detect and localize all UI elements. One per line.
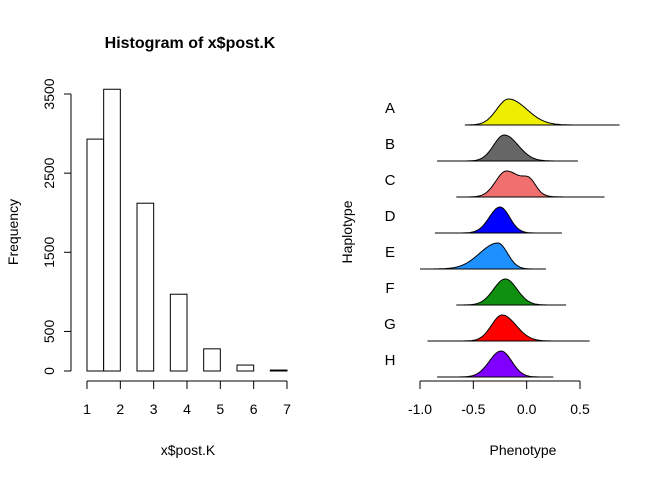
ridge-panel: Phenotype Haplotype A B C D E F G H -1.0 -0.5 0.0… — [339, 98, 620, 458]
ridge-E: E — [385, 242, 546, 270]
ridge-A: A — [385, 98, 620, 126]
histogram-bar — [203, 348, 221, 372]
histogram-y-tick-label: 3500 — [41, 78, 57, 109]
ridge-density-A — [464, 98, 620, 126]
ridge-density-B — [437, 134, 578, 162]
haplotype-label-D: D — [385, 208, 396, 225]
histogram-bar — [269, 369, 288, 372]
histogram-bar — [86, 138, 105, 372]
histogram-y-axis: 0 500 1500 2500 3500 — [41, 78, 72, 375]
ridge-density-H — [437, 350, 554, 378]
ridge-density-C — [456, 170, 605, 198]
ridge-G: G — [384, 314, 590, 342]
haplotype-label-A: A — [385, 100, 395, 117]
histogram-bar — [236, 364, 255, 372]
histogram-x-tick-label: 6 — [250, 401, 258, 417]
histogram-y-tick-label: 0 — [41, 367, 57, 375]
histogram-x-tick-label: 4 — [183, 401, 191, 417]
haplotype-label-E: E — [385, 244, 395, 261]
ridge-H: H — [385, 350, 554, 378]
histogram-x-label: x$post.K — [161, 442, 216, 458]
histogram-panel: Histogram of x$post.K x$post.K Frequency… — [5, 35, 291, 458]
ridge-x-tick-label: 0.0 — [517, 401, 537, 417]
ridge-B: B — [385, 134, 578, 162]
ridge-density-E — [420, 242, 546, 270]
haplotype-label-C: C — [385, 172, 396, 189]
histogram-y-label: Frequency — [5, 199, 21, 265]
histogram-x-tick-label: 3 — [150, 401, 158, 417]
ridge-y-label: Haplotype — [339, 200, 355, 263]
ridge-density-D — [434, 206, 562, 234]
ridge-density-G — [427, 314, 590, 342]
ridge-D: D — [385, 206, 562, 234]
histogram-y-tick-label: 500 — [41, 320, 57, 344]
ridge-C: C — [385, 170, 605, 198]
histogram-bar — [136, 202, 155, 372]
histogram-title: Histogram of x$post.K — [105, 35, 276, 52]
histogram-x-axis: 1 2 3 4 5 6 7 — [83, 380, 291, 417]
haplotype-label-H: H — [385, 352, 396, 369]
haplotype-label-G: G — [384, 316, 396, 333]
ridge-curves: A B C D E F G H — [384, 98, 620, 378]
histogram-x-tick-label: 5 — [216, 401, 224, 417]
ridge-x-axis: -1.0 -0.5 0.0 0.5 — [408, 380, 590, 417]
ridge-x-tick-label: -1.0 — [408, 401, 432, 417]
histogram-y-tick-label: 2500 — [41, 157, 57, 188]
haplotype-label-F: F — [385, 280, 394, 297]
histogram-x-tick-label: 2 — [116, 401, 124, 417]
ridge-x-tick-label: -0.5 — [461, 401, 485, 417]
histogram-x-tick-label: 7 — [283, 401, 291, 417]
histogram-bar — [103, 88, 121, 372]
histogram-y-tick-label: 1500 — [41, 237, 57, 268]
ridge-x-label: Phenotype — [490, 442, 557, 458]
ridge-F: F — [385, 278, 567, 306]
histogram-bar — [169, 293, 188, 372]
histogram-x-tick-label: 1 — [83, 401, 91, 417]
ridge-density-F — [456, 278, 567, 306]
haplotype-label-B: B — [385, 136, 395, 153]
histogram-bars — [86, 88, 288, 372]
ridge-x-tick-label: 0.5 — [570, 401, 590, 417]
